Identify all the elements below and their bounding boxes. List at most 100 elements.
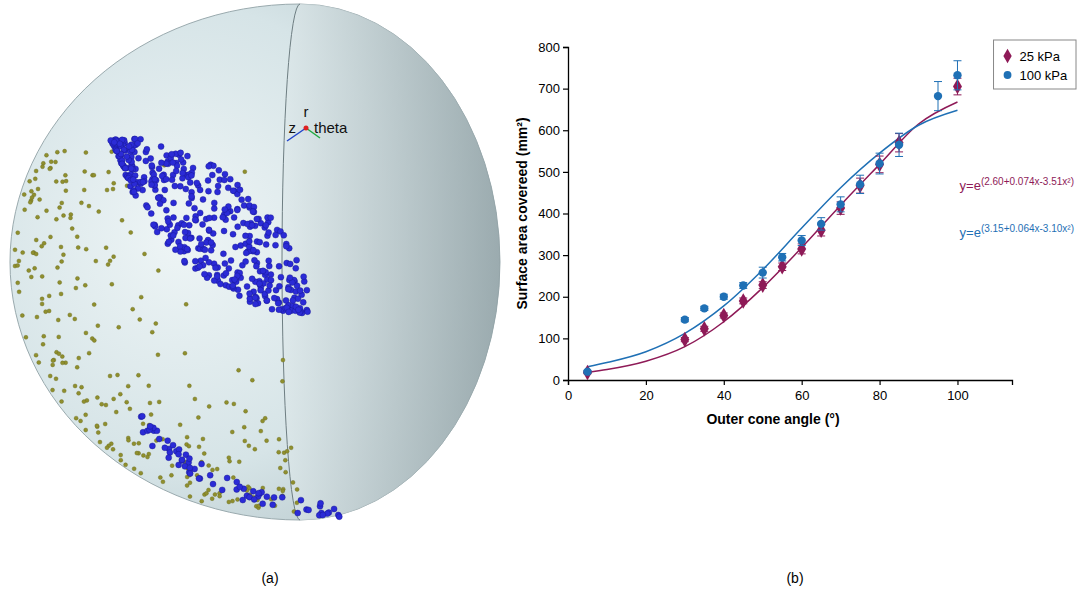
render-dot [259, 429, 263, 433]
render-dot [79, 201, 83, 205]
point [700, 304, 708, 312]
render-dot [55, 266, 59, 270]
hemisphere-rim-edge [282, 4, 300, 520]
render-dot [131, 307, 135, 311]
render-dot [118, 392, 122, 396]
render-dot [227, 456, 231, 460]
render-dot [82, 400, 86, 404]
render-dot [30, 196, 34, 200]
axis-line [569, 381, 1013, 386]
error-bar [837, 197, 845, 212]
point [758, 277, 767, 293]
render-dot [124, 463, 128, 467]
render-dot [266, 263, 272, 269]
render-dot [104, 403, 108, 407]
tick: 0 [565, 380, 572, 403]
point [836, 200, 845, 216]
tick-label: 0 [565, 388, 572, 403]
render-dot [49, 166, 53, 170]
render-dot [147, 384, 151, 388]
render-dot [224, 475, 230, 481]
render-dot [215, 183, 221, 189]
point [856, 180, 864, 188]
render-dot [149, 163, 155, 169]
render-dot [63, 173, 67, 177]
render-dot [35, 315, 39, 319]
render-dot [249, 276, 255, 282]
error-bar-cap [876, 153, 884, 154]
render-dot [231, 476, 235, 480]
render-dot [103, 422, 107, 426]
render-dot [235, 224, 241, 230]
axis-line [563, 48, 569, 381]
render-dot [193, 397, 197, 401]
render-dot [75, 276, 79, 280]
render-dot [232, 244, 238, 250]
render-dot [187, 236, 193, 242]
render-dot [148, 156, 154, 162]
render-dot [281, 232, 287, 238]
render-dot [222, 171, 228, 177]
render-dot [198, 241, 204, 247]
render-dot [47, 294, 51, 298]
render-dot [306, 507, 312, 513]
render-dot [97, 210, 101, 214]
render-dot [170, 233, 176, 239]
render-dot [107, 170, 111, 174]
render-dot [251, 496, 257, 502]
render-dot [243, 259, 249, 265]
render-dot [187, 444, 191, 448]
render-dot [13, 248, 17, 252]
render-dot [211, 200, 217, 206]
render-dot [207, 404, 211, 408]
panel-a: zrtheta [10, 4, 500, 520]
render-dot [201, 271, 207, 277]
render-dot [54, 217, 58, 221]
tick: 60 [795, 380, 809, 403]
render-dot [227, 176, 233, 182]
render-dot [149, 182, 155, 188]
render-dot [139, 413, 145, 419]
triad-label: theta [314, 119, 348, 136]
render-dot [211, 468, 215, 472]
render-dot [188, 173, 194, 179]
tick: 800 [538, 40, 568, 55]
render-dot [231, 499, 235, 503]
tick-label: 800 [538, 40, 560, 55]
y-axis: 0100200300400500600700800 [538, 40, 568, 388]
render-dot [188, 495, 192, 499]
render-dot [197, 263, 203, 269]
render-dot [166, 239, 172, 245]
render-dot [172, 183, 178, 189]
render-dot [215, 189, 221, 195]
render-dot [80, 385, 84, 389]
render-dot [186, 222, 192, 228]
tick-mark [563, 338, 568, 339]
render-dot [60, 201, 64, 205]
render-dot [237, 484, 243, 490]
tick-mark [563, 255, 568, 256]
render-dot [135, 155, 141, 161]
render-dot [222, 261, 228, 267]
render-dot [108, 374, 112, 378]
render-dot [276, 263, 282, 269]
render-dot [212, 265, 218, 271]
tick: 500 [538, 165, 568, 180]
render-dot [266, 258, 272, 264]
render-dot [60, 355, 64, 359]
render-dot [150, 222, 156, 228]
render-dot [51, 359, 55, 363]
render-dot [56, 318, 60, 322]
render-dot [96, 324, 100, 328]
render-dot [251, 257, 257, 263]
render-dot [297, 288, 303, 294]
render-dot [117, 141, 123, 147]
render-dot [169, 151, 175, 157]
render-dot [60, 361, 64, 365]
render-dot [283, 243, 289, 249]
render-dot [174, 225, 180, 231]
render-dot [187, 465, 193, 471]
render-dot [111, 447, 115, 451]
point [875, 159, 883, 167]
render-dot [211, 206, 217, 212]
